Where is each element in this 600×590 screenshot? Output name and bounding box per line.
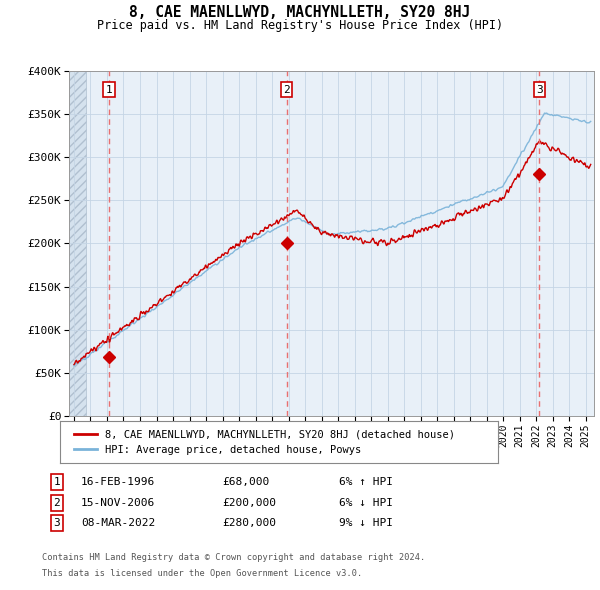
Text: 1: 1 [53,477,61,487]
Text: 6% ↑ HPI: 6% ↑ HPI [339,477,393,487]
Text: 08-MAR-2022: 08-MAR-2022 [81,519,155,528]
Text: 8, CAE MAENLLWYD, MACHYNLLETH, SY20 8HJ: 8, CAE MAENLLWYD, MACHYNLLETH, SY20 8HJ [130,5,470,19]
Text: 2: 2 [283,84,290,94]
Legend: 8, CAE MAENLLWYD, MACHYNLLETH, SY20 8HJ (detached house), HPI: Average price, de: 8, CAE MAENLLWYD, MACHYNLLETH, SY20 8HJ … [70,425,459,458]
Text: 2: 2 [53,498,61,507]
Text: 16-FEB-1996: 16-FEB-1996 [81,477,155,487]
Text: 3: 3 [53,519,61,528]
Text: £280,000: £280,000 [222,519,276,528]
Text: £200,000: £200,000 [222,498,276,507]
Text: Contains HM Land Registry data © Crown copyright and database right 2024.: Contains HM Land Registry data © Crown c… [42,553,425,562]
Bar [69,71,86,416]
Text: 9% ↓ HPI: 9% ↓ HPI [339,519,393,528]
Text: 15-NOV-2006: 15-NOV-2006 [81,498,155,507]
Text: 1: 1 [106,84,112,94]
Text: £68,000: £68,000 [222,477,269,487]
Text: Price paid vs. HM Land Registry's House Price Index (HPI): Price paid vs. HM Land Registry's House … [97,19,503,32]
Text: 6% ↓ HPI: 6% ↓ HPI [339,498,393,507]
Text: 3: 3 [536,84,542,94]
Text: This data is licensed under the Open Government Licence v3.0.: This data is licensed under the Open Gov… [42,569,362,578]
